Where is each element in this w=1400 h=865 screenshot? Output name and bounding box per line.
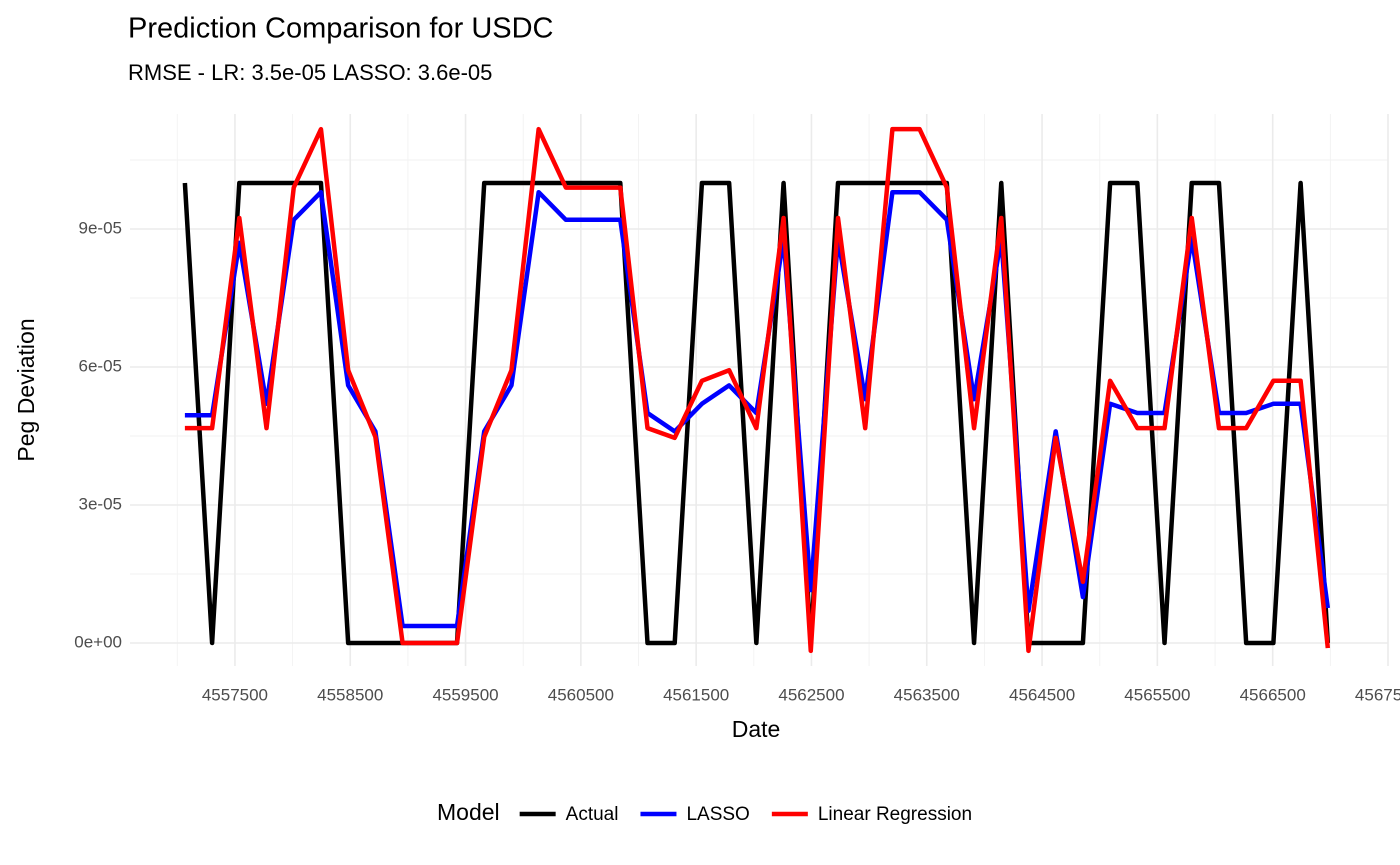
x-tick-label: 4564500 xyxy=(1009,685,1075,704)
legend-label: Linear Regression xyxy=(818,804,972,825)
x-tick-label: 4565500 xyxy=(1124,685,1190,704)
legend-title: Model xyxy=(437,799,500,825)
x-tick-label: 4567500 xyxy=(1355,685,1400,704)
x-tick-label: 4563500 xyxy=(894,685,960,704)
y-tick-label: 6e-05 xyxy=(79,356,122,375)
y-tick-label: 9e-05 xyxy=(79,218,122,237)
series-line xyxy=(182,180,1331,646)
x-tick-label: 4557500 xyxy=(202,685,268,704)
legend-label: LASSO xyxy=(686,804,749,825)
y-tick-label: 0e+00 xyxy=(74,632,122,651)
chart-subtitle: RMSE - LR: 3.5e-05 LASSO: 3.6e-05 xyxy=(128,60,492,85)
x-axis-label: Date xyxy=(732,716,781,742)
y-tick-label: 3e-05 xyxy=(79,494,122,513)
series-line xyxy=(184,126,1331,654)
series-line xyxy=(184,189,1331,629)
x-tick-label: 4559500 xyxy=(432,685,498,704)
x-tick-label: 4562500 xyxy=(778,685,844,704)
y-axis-label: Peg Deviation xyxy=(13,318,39,461)
chart-title: Prediction Comparison for USDC xyxy=(128,13,553,45)
x-tick-label: 4561500 xyxy=(663,685,729,704)
legend-label: Actual xyxy=(566,804,619,825)
x-tick-label: 4560500 xyxy=(548,685,614,704)
x-tick-label: 4566500 xyxy=(1240,685,1306,704)
x-tick-label: 4558500 xyxy=(317,685,383,704)
